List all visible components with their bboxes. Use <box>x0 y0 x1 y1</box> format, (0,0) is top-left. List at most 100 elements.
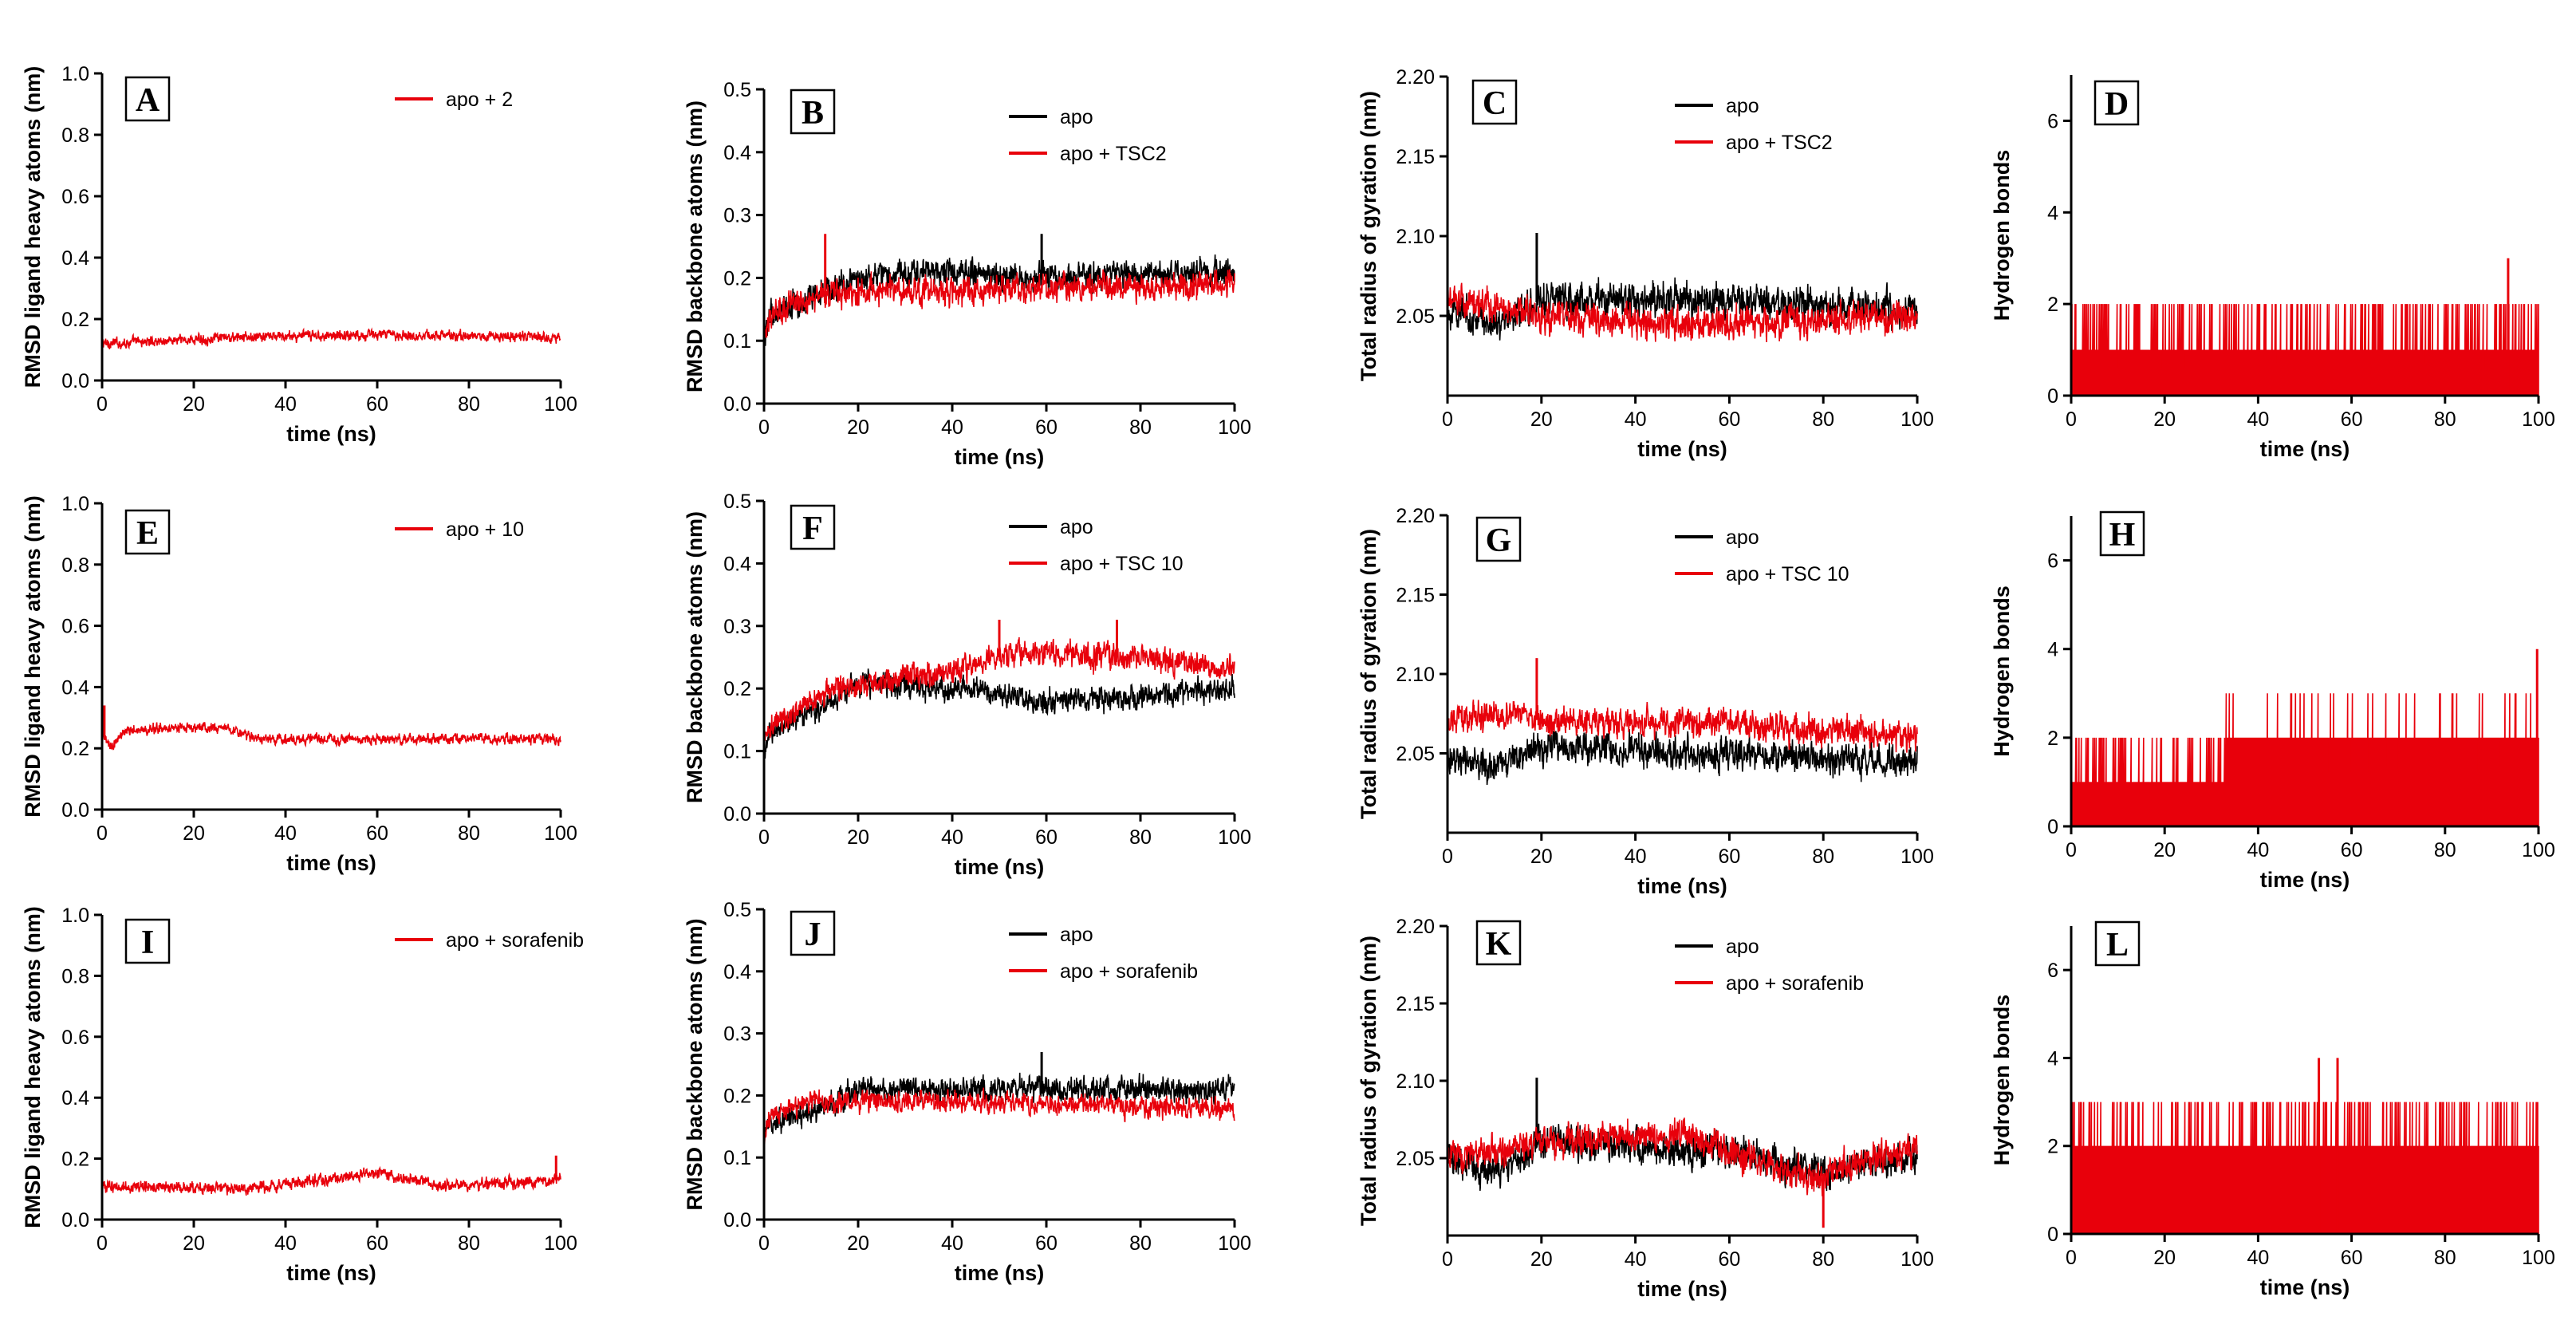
x-tick-label: 60 <box>2341 408 2363 431</box>
x-tick-label: 80 <box>458 1232 480 1255</box>
panel-letter-box <box>124 509 171 555</box>
series-line-apo-sorafenib <box>101 1165 561 1196</box>
x-tick-label: 80 <box>2434 1247 2456 1269</box>
y-tick-label: 2.15 <box>1396 146 1435 168</box>
x-tick-label: 20 <box>1530 845 1553 868</box>
y-tick-label: 2.20 <box>1396 505 1435 527</box>
x-tick-label: 80 <box>1812 408 1834 431</box>
x-tick-label: 80 <box>458 822 480 845</box>
panel-G: 0 20 40 60 80 100 2.05 2.10 2.15 2.20 time (ns) Tot… <box>1357 505 1934 898</box>
panel-letter: B <box>802 95 824 132</box>
x-tick-label: 100 <box>1900 1248 1934 1271</box>
x-tick-label: 40 <box>274 393 297 416</box>
y-tick-label: 4 <box>2047 639 2058 661</box>
panel-H: 0 20 40 60 80 100 0 2 4 6 time (ns) Hydrogen bonds H <box>1990 510 2555 892</box>
y-tick-label: 0.0 <box>61 799 89 822</box>
legend-label: apo + TSC2 <box>1726 132 1833 154</box>
y-tick-label: 0.2 <box>61 738 89 760</box>
y-tick-label: 0.0 <box>61 1209 89 1232</box>
panel-letter: A <box>136 82 160 119</box>
panel-letter: L <box>2106 927 2129 964</box>
x-axis-title: time (ns) <box>286 1261 376 1285</box>
x-tick-label: 80 <box>1129 416 1152 439</box>
y-tick-label: 0.4 <box>723 961 751 983</box>
x-tick-label: 60 <box>1035 826 1058 849</box>
y-tick-label: 2.20 <box>1396 916 1435 938</box>
x-tick-label: 100 <box>1900 845 1934 868</box>
x-axis-title: time (ns) <box>286 851 376 875</box>
x-tick-label: 40 <box>1625 845 1647 868</box>
legend-label: apo <box>1726 95 1759 117</box>
series-line-apo <box>763 1072 1235 1220</box>
y-tick-label: 0.2 <box>723 1085 751 1107</box>
panel-letter-box <box>2093 80 2140 126</box>
legend-label: apo + 2 <box>446 89 513 111</box>
x-tick-label: 20 <box>2153 1247 2176 1269</box>
x-tick-label: 0 <box>758 1232 770 1255</box>
x-axis-title: time (ns) <box>2260 868 2350 892</box>
x-tick-label: 0 <box>97 393 108 416</box>
legend-label: apo + sorafenib <box>446 929 584 952</box>
x-tick-label: 40 <box>941 826 963 849</box>
x-tick-label: 0 <box>1442 1248 1453 1271</box>
x-tick-label: 60 <box>1035 1232 1058 1255</box>
panel-letter-box <box>2099 510 2145 557</box>
x-tick-label: 20 <box>2153 839 2176 861</box>
legend-label: apo + sorafenib <box>1726 972 1864 995</box>
y-axis-title: Hydrogen bonds <box>1990 995 2014 1166</box>
x-tick-label: 0 <box>758 416 770 439</box>
x-tick-label: 60 <box>2341 1247 2363 1269</box>
panel-letter: K <box>1486 926 1512 963</box>
y-tick-label: 2.15 <box>1396 585 1435 607</box>
y-tick-label: 0.6 <box>61 616 89 638</box>
y-axis-title: Hydrogen bonds <box>1990 585 2014 757</box>
y-tick-label: 6 <box>2047 110 2058 132</box>
series-line-apo-2 <box>101 327 561 350</box>
x-tick-label: 80 <box>458 393 480 416</box>
x-axis-title: time (ns) <box>1637 874 1727 898</box>
y-tick-label: 2 <box>2047 294 2058 316</box>
y-tick-label: 0.6 <box>61 1027 89 1049</box>
x-tick-label: 60 <box>1718 408 1740 431</box>
panel-letter: G <box>1486 522 1512 559</box>
x-tick-label: 20 <box>183 822 205 845</box>
x-tick-label: 100 <box>544 1232 577 1255</box>
panel-E: 0 20 40 60 80 100 0.0 0.2 0.4 0.6 0.8 1.0 time (ns) R… <box>21 493 577 875</box>
legend-label: apo <box>1726 526 1759 549</box>
y-tick-label: 0.4 <box>723 142 751 164</box>
series-line-apo <box>763 254 1235 404</box>
panel-J: 0 20 40 60 80 100 0.0 0.1 0.2 0.3 0.4 0.5 time (ns) R… <box>683 899 1251 1285</box>
x-tick-label: 20 <box>847 826 869 849</box>
x-tick-label: 0 <box>97 1232 108 1255</box>
x-tick-label: 80 <box>1812 845 1834 868</box>
x-tick-label: 60 <box>1718 1248 1740 1271</box>
x-tick-label: 100 <box>544 822 577 845</box>
series-line-apo <box>1447 1123 1918 1192</box>
y-axis-title: Total radius of gyration (nm) <box>1357 529 1381 819</box>
y-axis-title: Total radius of gyration (nm) <box>1357 91 1381 381</box>
x-tick-label: 100 <box>1218 416 1251 439</box>
series-line-apo-sorafenib <box>763 1087 1235 1220</box>
x-tick-label: 80 <box>1129 1232 1152 1255</box>
x-tick-label: 100 <box>1218 1232 1251 1255</box>
x-tick-label: 100 <box>1900 408 1934 431</box>
series-line-apo-tsc2 <box>1447 282 1918 343</box>
panel-letter-box <box>790 89 836 135</box>
x-tick-label: 0 <box>1442 408 1453 431</box>
y-tick-label: 6 <box>2047 960 2058 982</box>
panel-D: 0 20 40 60 80 100 0 2 4 6 time (ns) Hydrogen bonds D <box>1990 75 2555 461</box>
y-tick-label: 2 <box>2047 1136 2058 1158</box>
x-tick-label: 20 <box>1530 408 1553 431</box>
x-axis-title: time (ns) <box>2260 1275 2350 1299</box>
y-tick-label: 0.0 <box>723 1209 751 1232</box>
x-tick-label: 60 <box>366 1232 388 1255</box>
series-line-apo-tsc-10 <box>763 637 1235 814</box>
panel-A: 0 20 40 60 80 100 0.0 0.2 0.4 0.6 0.8 1.0 time (ns) R… <box>21 63 577 446</box>
x-tick-label: 20 <box>847 1232 869 1255</box>
x-tick-label: 100 <box>1218 826 1251 849</box>
y-tick-label: 0 <box>2047 816 2058 838</box>
y-tick-label: 0.3 <box>723 205 751 227</box>
series-line-h-bonds <box>2070 304 2539 396</box>
x-tick-label: 20 <box>847 416 869 439</box>
legend-label: apo + sorafenib <box>1060 960 1198 983</box>
